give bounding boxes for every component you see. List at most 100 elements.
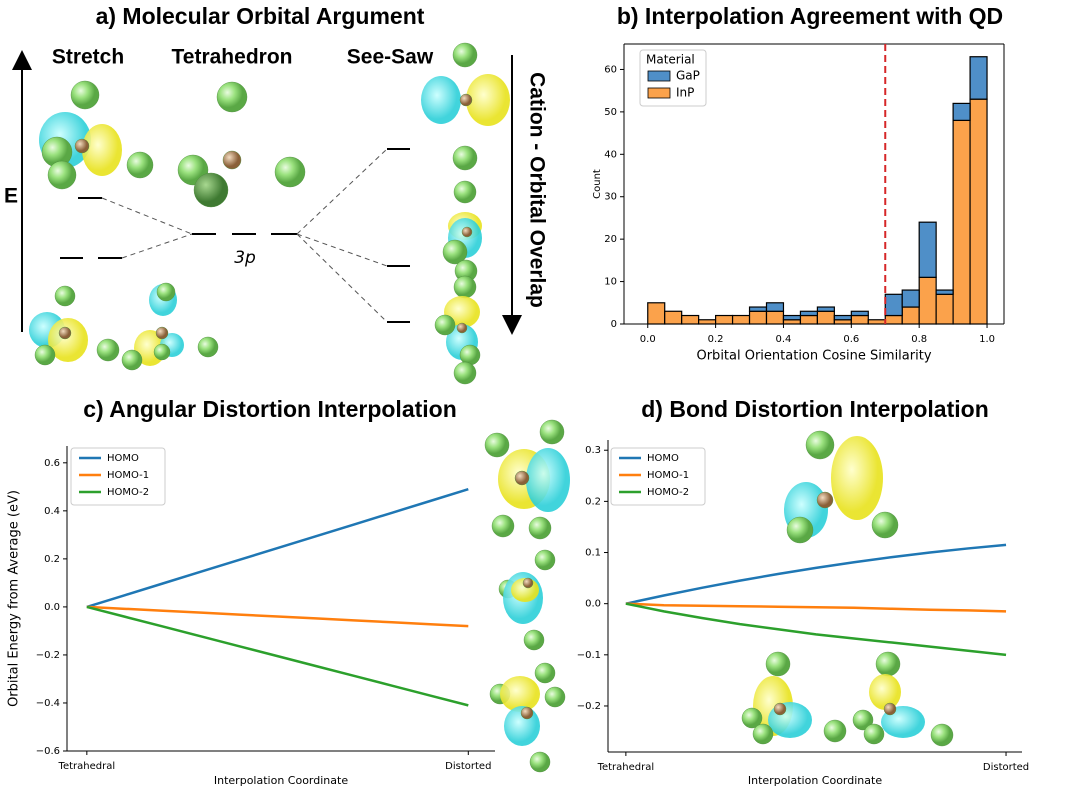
atom — [216, 81, 248, 113]
bar — [833, 314, 852, 321]
legend-label: HOMO — [107, 453, 139, 464]
line-series — [86, 605, 469, 628]
y-tick-label: 0.1 — [585, 548, 601, 559]
x-tick-label: 1.0 — [979, 334, 995, 345]
legend-label: HOMO-2 — [647, 487, 689, 498]
x-tick-label: 0.4 — [776, 334, 792, 345]
bar — [782, 314, 802, 321]
orbital-lobe — [466, 74, 510, 126]
y-tick-label: 60 — [604, 64, 617, 75]
orbital-lobe — [831, 436, 883, 520]
atom — [58, 326, 72, 340]
atom — [156, 282, 176, 302]
bar — [969, 98, 988, 325]
energy-label: E — [4, 185, 18, 208]
x-tick-label: Distorted — [983, 762, 1029, 773]
legend-label: HOMO-2 — [107, 487, 149, 498]
atom — [823, 719, 847, 743]
bar — [884, 293, 903, 317]
legend-label: HOMO — [647, 453, 679, 464]
atom — [222, 150, 242, 170]
bar — [952, 102, 971, 121]
bar — [681, 314, 700, 325]
legend-label: InP — [676, 86, 694, 100]
atom — [930, 723, 954, 747]
atom — [805, 430, 835, 460]
atom — [765, 651, 791, 677]
bar — [952, 119, 971, 325]
side-label: Cation - Orbital Overlap — [525, 72, 548, 308]
orbital-lobe — [48, 318, 88, 362]
atom — [491, 514, 515, 538]
atom — [453, 361, 477, 385]
energy-levels — [60, 148, 410, 323]
atom — [786, 516, 814, 544]
atom — [741, 707, 763, 729]
atom — [522, 577, 534, 589]
bar — [901, 289, 920, 308]
line-series — [86, 605, 469, 707]
y-tick-label: 20 — [604, 234, 617, 245]
atom — [442, 239, 468, 265]
bar — [782, 319, 802, 325]
y-axis-label: Count — [592, 169, 603, 199]
bar — [884, 314, 903, 325]
legend-swatch — [647, 70, 671, 82]
x-tick-label: 0.0 — [640, 334, 656, 345]
y-tick-label: −0.6 — [36, 746, 60, 757]
y-tick-label: −0.4 — [36, 698, 60, 709]
orbital-lobe — [82, 124, 122, 176]
bar — [698, 319, 717, 325]
atom — [514, 470, 530, 486]
atom — [529, 751, 551, 773]
y-tick-label: 40 — [604, 149, 617, 160]
chart-title: b) Interpolation Agreement with QD — [617, 3, 1003, 29]
y-tick-label: −0.2 — [577, 701, 601, 712]
x-tick-label: Tetrahedral — [58, 761, 116, 772]
bar — [850, 314, 869, 325]
bar — [748, 306, 768, 312]
atom — [539, 419, 565, 445]
atom — [456, 322, 468, 334]
atom — [773, 702, 787, 716]
y-tick-label: 0.2 — [585, 496, 601, 507]
bar — [647, 302, 666, 325]
atom — [523, 629, 545, 651]
atom — [544, 686, 566, 708]
bar — [867, 319, 886, 325]
atom — [752, 723, 774, 745]
y-tick-label: 0.6 — [44, 458, 60, 469]
atom — [74, 138, 90, 154]
atom — [274, 156, 306, 188]
bar — [816, 310, 835, 325]
bar — [918, 276, 937, 325]
y-tick-label: 0.4 — [44, 506, 60, 517]
atom — [70, 80, 100, 110]
legend-title: Material — [646, 53, 695, 67]
atom — [434, 314, 456, 336]
atom — [453, 275, 477, 299]
atom — [96, 338, 120, 362]
legend-label: HOMO-1 — [107, 470, 149, 481]
x-axis-label: Orbital Orientation Cosine Similarity — [696, 349, 931, 364]
line-series — [625, 602, 1007, 657]
y-tick-label: −0.2 — [36, 650, 60, 661]
atom — [155, 326, 169, 340]
y-axis-label: Orbital Energy from Average (eV) — [7, 490, 22, 707]
chart-title: c) Angular Distortion Interpolation — [83, 396, 457, 422]
legend-label: HOMO-1 — [647, 470, 689, 481]
molecule-illustrations — [29, 42, 954, 773]
atom — [34, 344, 56, 366]
line-series — [625, 543, 1007, 605]
atom — [453, 180, 477, 204]
atom — [534, 662, 556, 684]
atom — [126, 151, 154, 179]
x-tick-label: 0.2 — [708, 334, 724, 345]
bar — [833, 319, 852, 325]
atom — [534, 549, 556, 571]
atom — [459, 93, 473, 107]
column-label: Tetrahedron — [172, 46, 293, 69]
line-series — [86, 488, 469, 609]
orbital-lobe — [500, 676, 540, 712]
